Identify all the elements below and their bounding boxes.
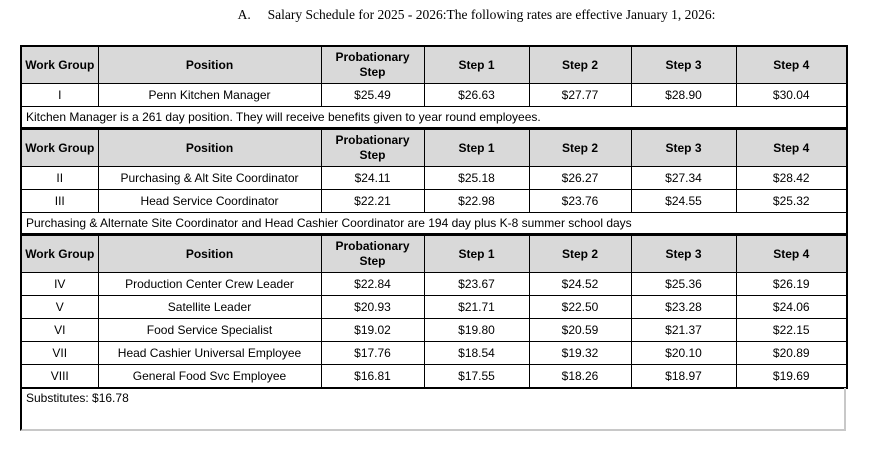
salary-table-group-3: Work Group Position Probationary Step St… — [20, 234, 848, 389]
substitutes-note: Substitutes: $16.78 — [20, 388, 846, 431]
cell-probationary-step: $24.11 — [320, 166, 425, 190]
column-header-step-3: Step 3 — [630, 128, 737, 167]
column-header-position: Position — [97, 128, 322, 167]
cell-step-2: $26.27 — [528, 166, 632, 190]
cell-step-1: $23.67 — [423, 272, 530, 296]
note-row: Kitchen Manager is a 261 day position. T… — [20, 106, 848, 129]
cell-work-group: VII — [20, 341, 99, 365]
cell-step-4: $30.04 — [735, 83, 848, 107]
cell-step-1: $22.98 — [423, 189, 530, 213]
cell-probationary-step: $20.93 — [320, 295, 425, 319]
column-header-step-1: Step 1 — [423, 128, 530, 167]
column-header-step-4: Step 4 — [735, 234, 848, 273]
cell-probationary-step: $16.81 — [320, 364, 425, 389]
cell-step-1: $19.80 — [423, 318, 530, 342]
cell-step-3: $28.90 — [630, 83, 737, 107]
cell-work-group: V — [20, 295, 99, 319]
cell-step-2: $18.26 — [528, 364, 632, 389]
cell-step-3: $23.28 — [630, 295, 737, 319]
column-header-work-group: Work Group — [20, 128, 99, 167]
column-header-probationary-step: Probationary Step — [320, 128, 425, 167]
cell-position: Satellite Leader — [97, 295, 322, 319]
header-row: Work Group Position Probationary Step St… — [20, 234, 848, 273]
column-header-step-1: Step 1 — [423, 234, 530, 273]
cell-work-group: III — [20, 189, 99, 213]
cell-position: Purchasing & Alt Site Coordinator — [97, 166, 322, 190]
column-header-step-3: Step 3 — [630, 45, 737, 84]
cell-step-2: $23.76 — [528, 189, 632, 213]
cell-step-4: $25.32 — [735, 189, 848, 213]
column-header-probationary-step: Probationary Step — [320, 234, 425, 273]
cell-step-4: $22.15 — [735, 318, 848, 342]
cell-step-3: $27.34 — [630, 166, 737, 190]
table-row: VI Food Service Specialist $19.02 $19.80… — [20, 318, 848, 342]
cell-probationary-step: $25.49 — [320, 83, 425, 107]
column-header-step-4: Step 4 — [735, 128, 848, 167]
table-row: V Satellite Leader $20.93 $21.71 $22.50 … — [20, 295, 848, 319]
cell-position: Production Center Crew Leader — [97, 272, 322, 296]
page-title: A. Salary Schedule for 2025 - 2026:The f… — [237, 7, 716, 22]
column-header-step-2: Step 2 — [528, 128, 632, 167]
cell-position: General Food Svc Employee — [97, 364, 322, 389]
cell-probationary-step: $22.21 — [320, 189, 425, 213]
cell-step-3: $25.36 — [630, 272, 737, 296]
note-row: Purchasing & Alternate Site Coordinator … — [20, 212, 848, 235]
cell-step-2: $27.77 — [528, 83, 632, 107]
cell-probationary-step: $19.02 — [320, 318, 425, 342]
cell-step-4: $20.89 — [735, 341, 848, 365]
cell-work-group: VI — [20, 318, 99, 342]
note-kitchen-manager: Kitchen Manager is a 261 day position. T… — [20, 106, 848, 129]
salary-table-group-2: Work Group Position Probationary Step St… — [20, 128, 848, 235]
cell-position: Penn Kitchen Manager — [97, 83, 322, 107]
column-header-step-3: Step 3 — [630, 234, 737, 273]
header-row: Work Group Position Probationary Step St… — [20, 45, 848, 84]
cell-step-2: $22.50 — [528, 295, 632, 319]
column-header-position: Position — [97, 234, 322, 273]
cell-step-2: $24.52 — [528, 272, 632, 296]
salary-table-group-1: Work Group Position Probationary Step St… — [20, 45, 848, 129]
table-row: III Head Service Coordinator $22.21 $22.… — [20, 189, 848, 213]
cell-step-1: $18.54 — [423, 341, 530, 365]
cell-position: Food Service Specialist — [97, 318, 322, 342]
cell-step-4: $26.19 — [735, 272, 848, 296]
cell-position: Head Service Coordinator — [97, 189, 322, 213]
column-header-work-group: Work Group — [20, 45, 99, 84]
cell-step-1: $21.71 — [423, 295, 530, 319]
cell-position: Head Cashier Universal Employee — [97, 341, 322, 365]
cell-work-group: VIII — [20, 364, 99, 389]
cell-step-1: $25.18 — [423, 166, 530, 190]
table-row: IV Production Center Crew Leader $22.84 … — [20, 272, 848, 296]
cell-work-group: I — [20, 83, 99, 107]
table-row: I Penn Kitchen Manager $25.49 $26.63 $27… — [20, 83, 848, 107]
column-header-work-group: Work Group — [20, 234, 99, 273]
cell-step-2: $19.32 — [528, 341, 632, 365]
note-coordinators: Purchasing & Alternate Site Coordinator … — [20, 212, 848, 235]
cell-step-1: $17.55 — [423, 364, 530, 389]
column-header-step-2: Step 2 — [528, 45, 632, 84]
cell-work-group: IV — [20, 272, 99, 296]
cell-step-4: $24.06 — [735, 295, 848, 319]
table-row: II Purchasing & Alt Site Coordinator $24… — [20, 166, 848, 190]
cell-step-2: $20.59 — [528, 318, 632, 342]
cell-step-4: $19.69 — [735, 364, 848, 389]
salary-tables: Work Group Position Probationary Step St… — [20, 45, 848, 431]
column-header-step-4: Step 4 — [735, 45, 848, 84]
cell-step-3: $20.10 — [630, 341, 737, 365]
column-header-position: Position — [97, 45, 322, 84]
cell-step-1: $26.63 — [423, 83, 530, 107]
cell-probationary-step: $17.76 — [320, 341, 425, 365]
column-header-step-1: Step 1 — [423, 45, 530, 84]
cell-step-3: $24.55 — [630, 189, 737, 213]
cell-step-3: $21.37 — [630, 318, 737, 342]
cell-step-3: $18.97 — [630, 364, 737, 389]
header-row: Work Group Position Probationary Step St… — [20, 128, 848, 167]
cell-work-group: II — [20, 166, 99, 190]
cell-step-4: $28.42 — [735, 166, 848, 190]
cell-probationary-step: $22.84 — [320, 272, 425, 296]
column-header-probationary-step: Probationary Step — [320, 45, 425, 84]
table-row: VII Head Cashier Universal Employee $17.… — [20, 341, 848, 365]
column-header-step-2: Step 2 — [528, 234, 632, 273]
table-row: VIII General Food Svc Employee $16.81 $1… — [20, 364, 848, 389]
